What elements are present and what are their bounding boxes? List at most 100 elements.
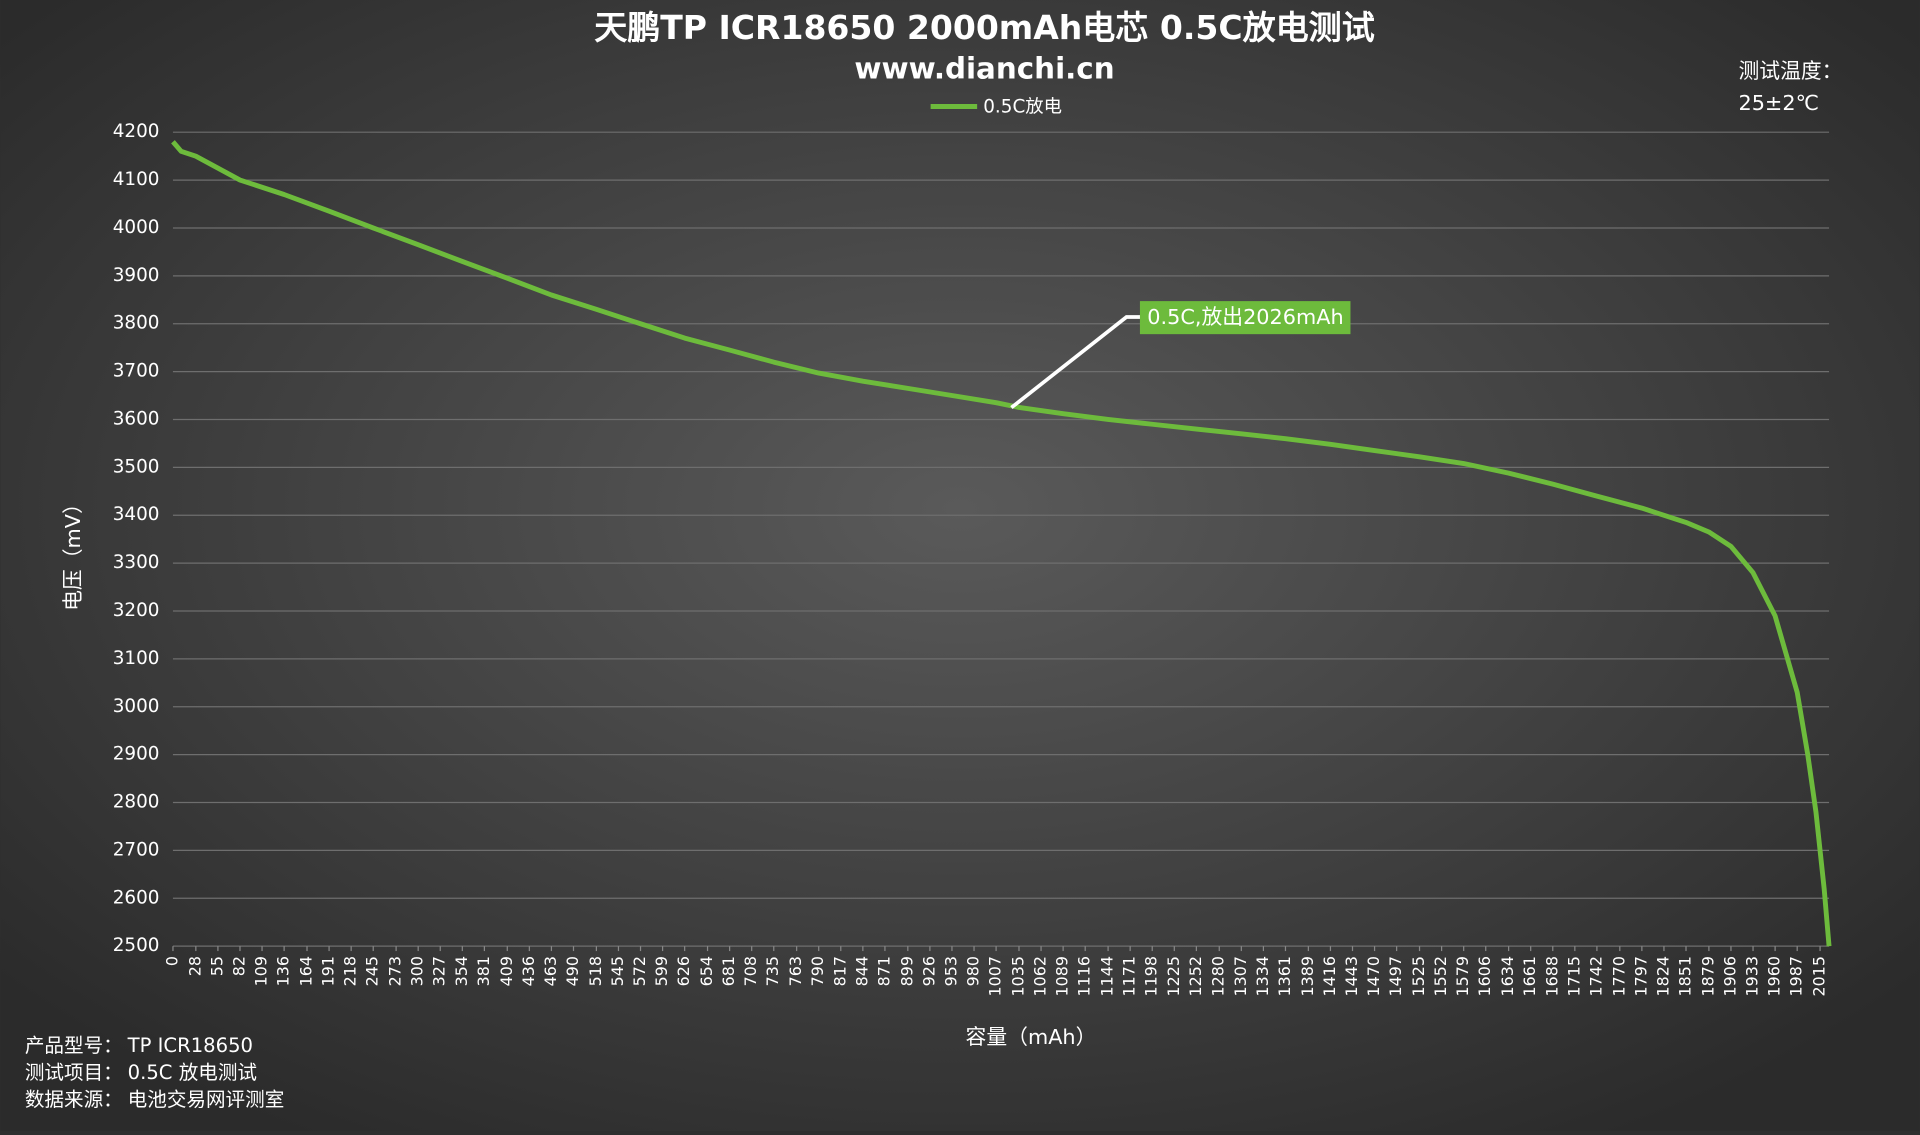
x-tick-label: 1144: [1098, 956, 1117, 996]
x-tick-label: 1987: [1787, 956, 1806, 996]
x-tick-label: 1797: [1631, 956, 1650, 996]
x-tick-label: 273: [386, 956, 405, 986]
x-tick-label: 409: [497, 956, 516, 986]
info-label: 产品型号：: [25, 1034, 123, 1057]
x-tick-label: 1416: [1320, 956, 1339, 996]
info-label: 测试项目：: [25, 1061, 123, 1084]
annotation-box: [1139, 301, 1351, 335]
y-tick-label: 3500: [113, 456, 160, 477]
x-tick-label: 518: [586, 956, 605, 986]
x-tick-label: 381: [474, 956, 493, 986]
x-tick-label: 1089: [1053, 956, 1072, 996]
y-tick-label: 3800: [113, 313, 160, 334]
x-tick-label: 1525: [1409, 956, 1428, 996]
x-tick-label: 1470: [1364, 956, 1383, 996]
x-tick-label: 626: [674, 956, 693, 986]
x-tick-label: 354: [452, 956, 471, 986]
legend-label: 0.5C放电: [983, 97, 1062, 118]
x-tick-label: 1824: [1653, 956, 1672, 996]
info-label: 数据来源：: [25, 1088, 123, 1111]
x-tick-label: 463: [541, 956, 560, 986]
x-tick-label: 844: [852, 956, 871, 986]
x-tick-label: 1552: [1431, 956, 1450, 996]
x-tick-label: 735: [763, 956, 782, 986]
x-tick-label: 1960: [1765, 956, 1784, 996]
x-tick-label: 1007: [986, 956, 1005, 996]
x-tick-label: 218: [341, 956, 360, 986]
x-tick-label: 1634: [1498, 956, 1517, 996]
y-tick-label: 2700: [113, 839, 160, 860]
x-tick-label: 300: [408, 956, 427, 986]
x-tick-label: 1906: [1720, 956, 1739, 996]
x-tick-label: 1742: [1586, 956, 1605, 996]
x-tick-label: 1225: [1164, 956, 1183, 996]
x-tick-label: 545: [608, 956, 627, 986]
x-tick-label: 1497: [1386, 956, 1405, 996]
y-tick-label: 2900: [113, 744, 160, 765]
x-tick-label: 1715: [1564, 956, 1583, 996]
x-tick-label: 490: [563, 956, 582, 986]
x-tick-label: 1770: [1609, 956, 1628, 996]
x-axis-label: 容量（mAh）: [966, 1025, 1097, 1049]
chart-subtitle: www.dianchi.cn: [854, 51, 1114, 85]
y-tick-label: 3600: [113, 408, 160, 429]
x-tick-label: 790: [808, 956, 827, 986]
x-tick-label: 1062: [1031, 956, 1050, 996]
x-tick-label: 1579: [1453, 956, 1472, 996]
temperature-label: 测试温度：: [1738, 59, 1842, 83]
x-tick-label: 599: [652, 956, 671, 986]
x-tick-label: 871: [874, 956, 893, 986]
y-tick-label: 4100: [113, 169, 160, 190]
x-tick-label: 1252: [1186, 956, 1205, 996]
x-tick-label: 926: [919, 956, 938, 986]
x-tick-label: 1389: [1298, 956, 1317, 996]
y-tick-label: 3000: [113, 696, 160, 717]
temperature: 25±2℃: [1738, 91, 1818, 115]
x-tick-label: 708: [741, 956, 760, 986]
x-tick-label: 1334: [1253, 956, 1272, 996]
x-tick-label: 817: [830, 956, 849, 986]
x-tick-label: 763: [786, 956, 805, 986]
x-tick-label: 191: [319, 956, 338, 986]
x-tick-label: 245: [363, 956, 382, 986]
x-tick-label: 136: [274, 956, 293, 986]
y-tick-label: 2500: [113, 935, 160, 956]
y-tick-label: 4000: [113, 217, 160, 238]
x-tick-label: 681: [719, 956, 738, 986]
y-tick-label: 3900: [113, 265, 160, 286]
x-tick-label: 1879: [1698, 956, 1717, 996]
x-tick-label: 1035: [1008, 956, 1027, 996]
y-tick-label: 3700: [113, 361, 160, 382]
x-tick-label: 1443: [1342, 956, 1361, 996]
data-line: [171, 140, 1832, 947]
x-tick-label: 327: [430, 956, 449, 986]
y-tick-label: 3400: [113, 504, 160, 525]
x-tick-label: 654: [697, 956, 716, 986]
x-tick-label: 572: [630, 956, 649, 986]
annotation: 0.5C,放出2026mAh: [1147, 305, 1343, 329]
x-tick-label: 109: [252, 956, 271, 986]
x-tick-label: 1307: [1231, 956, 1250, 996]
x-tick-label: 164: [297, 956, 316, 986]
y-tick-label: 3100: [113, 648, 160, 669]
x-tick-label: 436: [519, 956, 538, 986]
annotation-pointer: [1010, 315, 1142, 410]
x-tick-label: 1851: [1676, 956, 1695, 996]
info-value: 0.5C 放电测试: [128, 1061, 257, 1084]
y-tick-label: 2800: [113, 792, 160, 813]
x-tick-label: 55: [207, 956, 226, 976]
x-tick-label: 2015: [1810, 956, 1829, 996]
x-tick-label: 0: [162, 956, 181, 966]
x-tick-label: 1606: [1475, 956, 1494, 996]
x-tick-label: 1688: [1542, 956, 1561, 996]
y-tick-label: 2600: [113, 887, 160, 908]
x-tick-label: 1198: [1142, 956, 1161, 996]
x-tick-label: 1171: [1120, 956, 1139, 996]
x-tick-label: 953: [941, 956, 960, 986]
x-tick-label: 1361: [1275, 956, 1294, 996]
info-value: 电池交易网评测室: [128, 1088, 285, 1111]
y-tick-label: 4200: [113, 121, 160, 142]
x-tick-label: 1933: [1743, 956, 1762, 996]
